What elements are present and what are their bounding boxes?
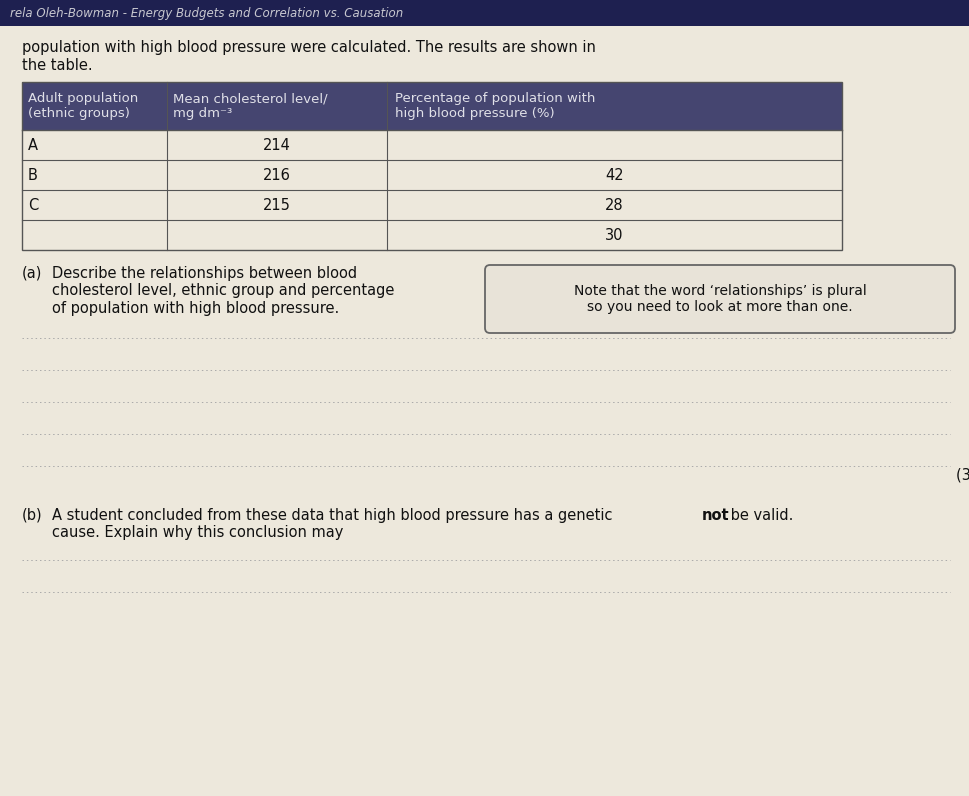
Text: C: C xyxy=(28,197,38,213)
FancyBboxPatch shape xyxy=(485,265,955,333)
Text: Percentage of population with
high blood pressure (%): Percentage of population with high blood… xyxy=(395,92,595,120)
Text: 28: 28 xyxy=(606,197,624,213)
Text: not: not xyxy=(702,508,730,523)
Text: 214: 214 xyxy=(263,138,291,153)
Bar xyxy=(0,0,969,26)
Text: 42: 42 xyxy=(606,167,624,182)
Bar xyxy=(22,82,842,130)
Text: Note that the word ‘relationships’ is plural
so you need to look at more than on: Note that the word ‘relationships’ is pl… xyxy=(574,284,866,314)
Text: rela Oleh-Bowman - Energy Budgets and Correlation vs. Causation: rela Oleh-Bowman - Energy Budgets and Co… xyxy=(10,6,403,19)
Text: A student concluded from these data that high blood pressure has a genetic
cause: A student concluded from these data that… xyxy=(52,508,612,540)
Text: 216: 216 xyxy=(263,167,291,182)
Text: B: B xyxy=(28,167,38,182)
Text: Adult population
(ethnic groups): Adult population (ethnic groups) xyxy=(28,92,139,120)
Text: Describe the relationships between blood
cholesterol level, ethnic group and per: Describe the relationships between blood… xyxy=(52,266,394,316)
Text: the table.: the table. xyxy=(22,58,93,73)
Text: population with high blood pressure were calculated. The results are shown in: population with high blood pressure were… xyxy=(22,40,596,55)
Text: Mean cholesterol level/
mg dm⁻³: Mean cholesterol level/ mg dm⁻³ xyxy=(173,92,328,120)
Text: 30: 30 xyxy=(606,228,624,243)
Bar xyxy=(22,82,842,250)
Text: A: A xyxy=(28,138,38,153)
Text: (b): (b) xyxy=(22,508,43,523)
Text: (3 marks): (3 marks) xyxy=(956,468,969,483)
Text: 215: 215 xyxy=(263,197,291,213)
Text: (a): (a) xyxy=(22,266,43,281)
Text: be valid.: be valid. xyxy=(726,508,794,523)
